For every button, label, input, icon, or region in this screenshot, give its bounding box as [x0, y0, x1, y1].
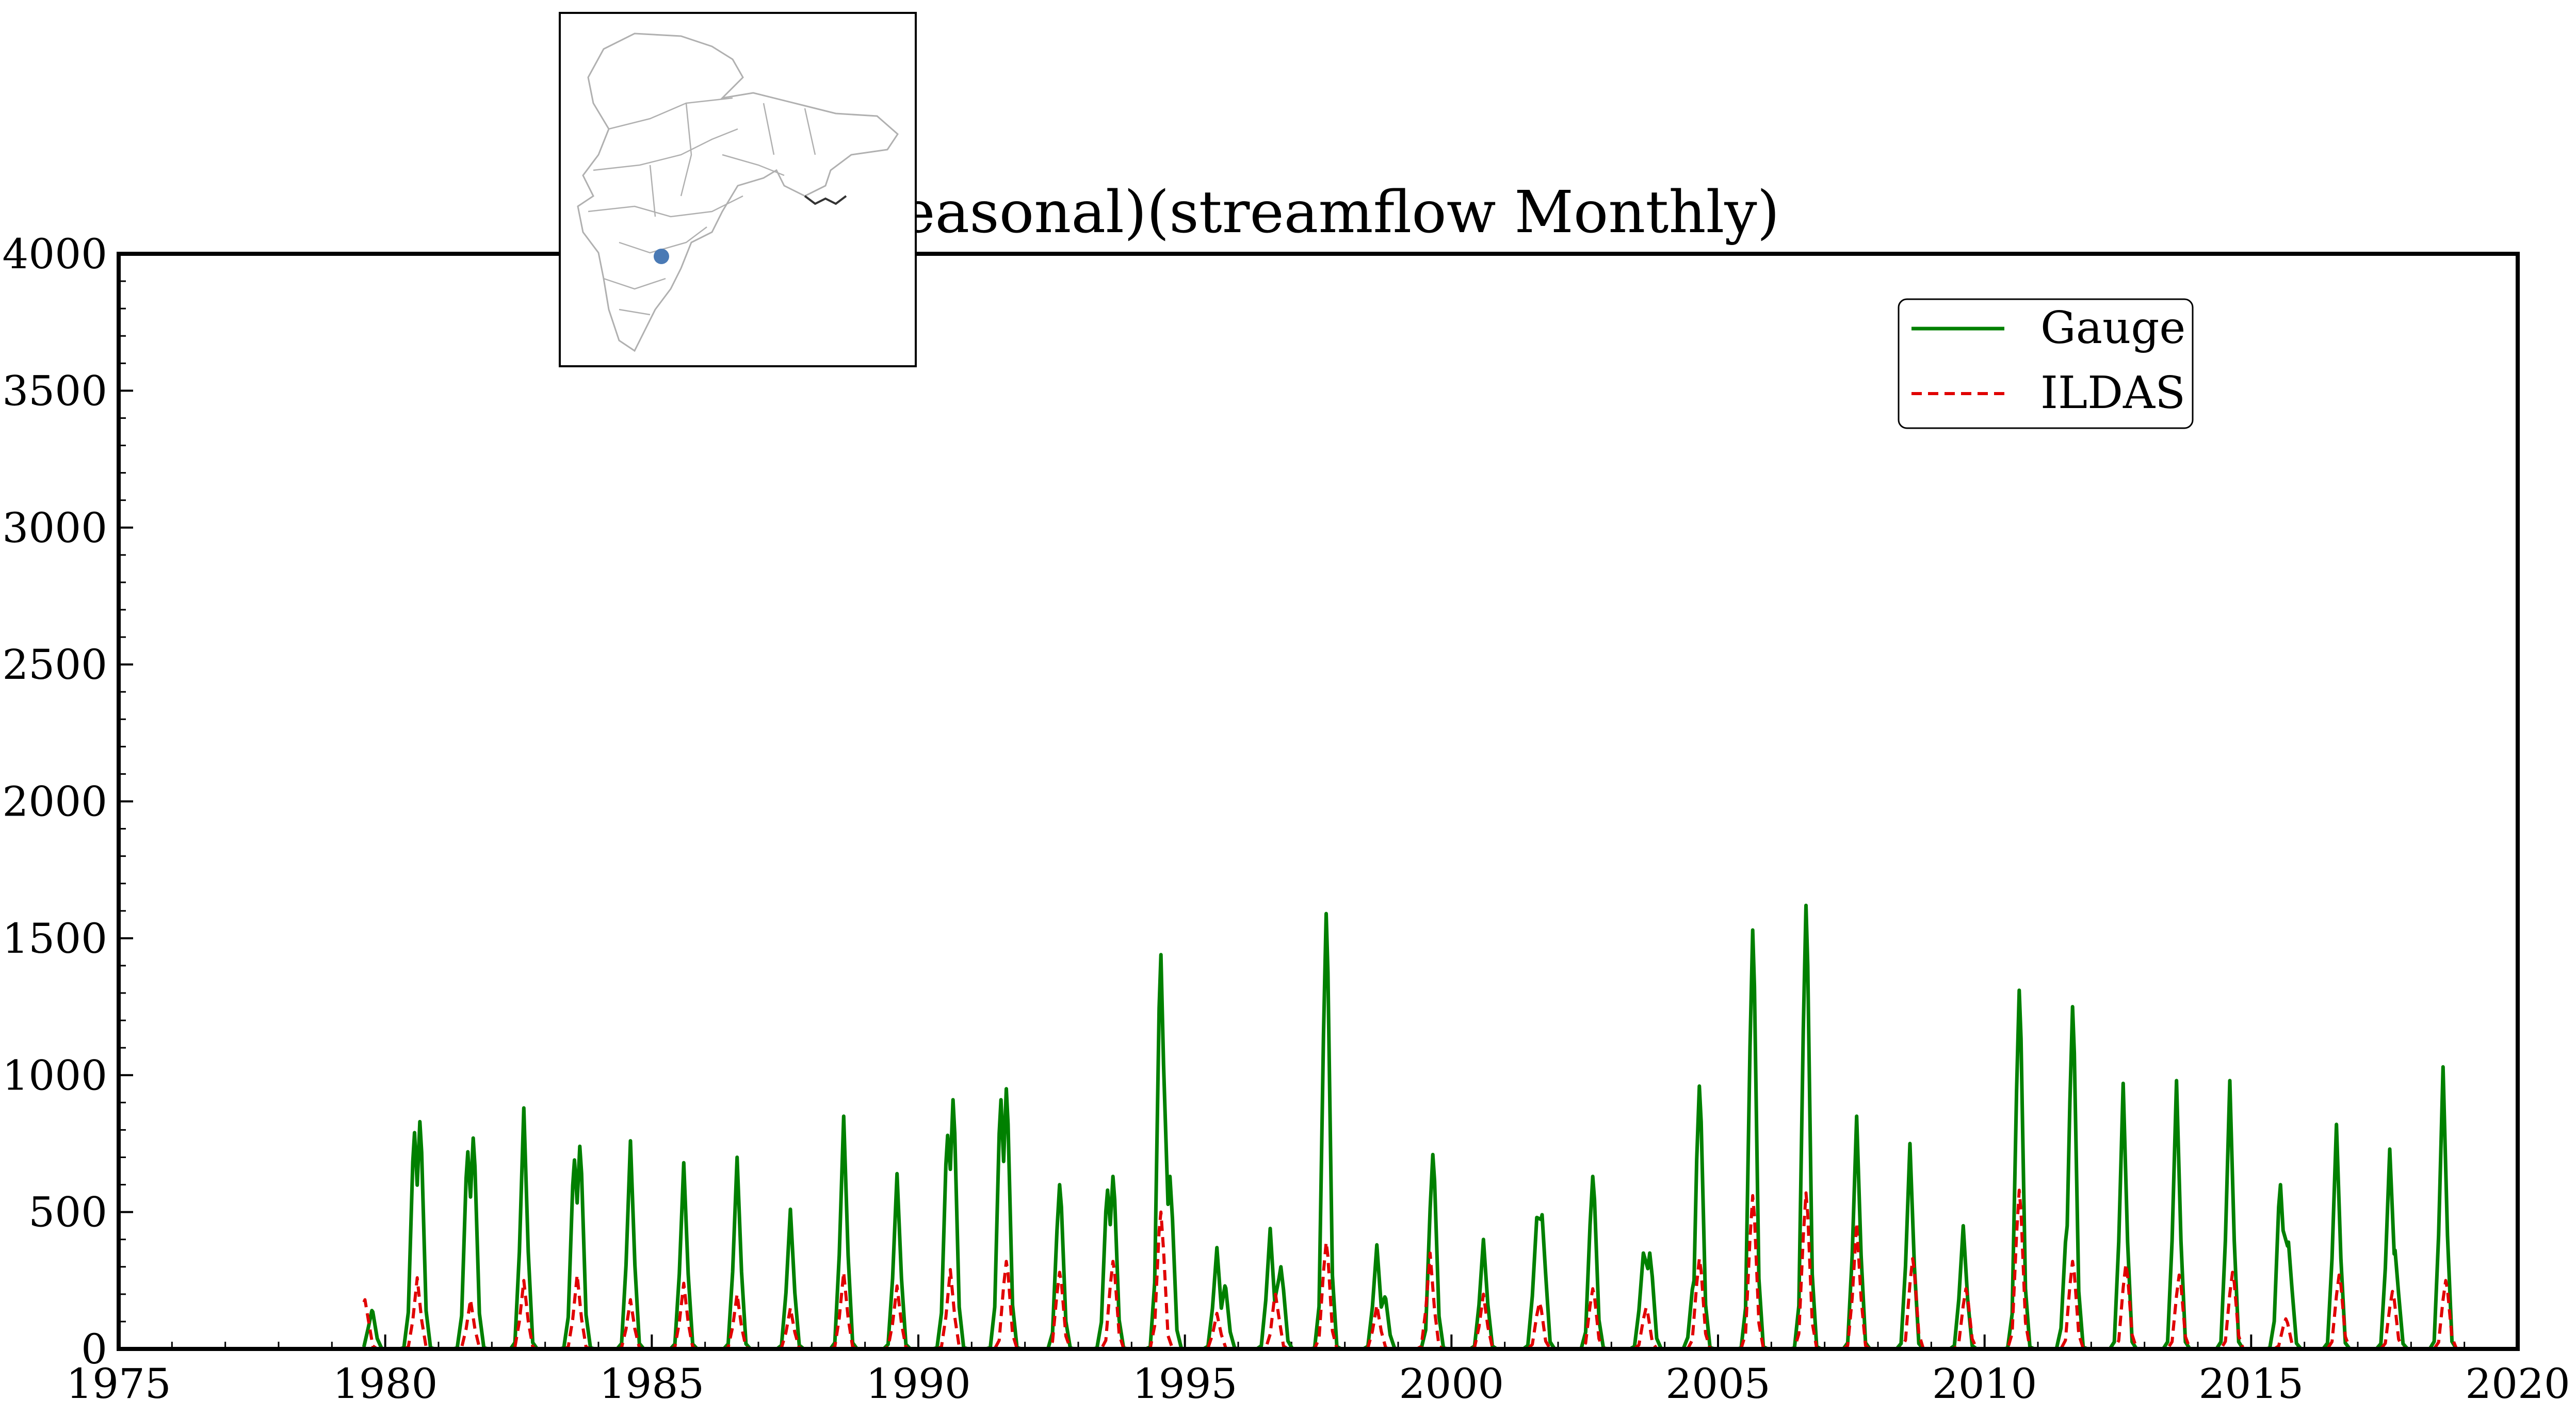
x-tick-label: 1990: [866, 1360, 971, 1408]
y-tick-label: 500: [28, 1189, 107, 1236]
x-tick-label: 2010: [1932, 1360, 2037, 1408]
y-tick-label: 1000: [2, 1051, 107, 1099]
x-tick-label: 1995: [1132, 1360, 1238, 1408]
x-tick-label: 2000: [1399, 1360, 1504, 1408]
x-tick-label: 1985: [600, 1360, 705, 1408]
y-tick-label: 4000: [2, 230, 107, 278]
y-tick-label: 1500: [2, 915, 107, 963]
gauge-location-marker: [654, 249, 669, 264]
y-tick-label: 0: [81, 1325, 107, 1373]
x-tick-label: 2020: [2465, 1360, 2570, 1408]
x-tick-label: 2015: [2199, 1360, 2304, 1408]
inset-map: [559, 12, 917, 367]
legend-box: [1898, 298, 2194, 429]
axis-ticks: 1975 1980 1985 1990 1995 2000 2005 2010 2015 2020…: [2, 230, 2570, 1408]
inset-map-coastline: [804, 195, 847, 205]
y-tick-label: 2500: [2, 641, 107, 689]
inset-map-frame: [559, 12, 917, 367]
inset-map-internal-borders: [588, 97, 816, 316]
plot-area-frame: [117, 252, 2520, 1351]
inset-map-country-outline: [577, 32, 899, 352]
legend-label-gauge: Gauge: [2040, 302, 2185, 354]
y-tick-label: 2000: [2, 778, 107, 826]
x-tick-label: 2005: [1665, 1360, 1771, 1408]
y-tick-label: 3500: [2, 367, 107, 415]
x-tick-label: 1980: [333, 1360, 438, 1408]
y-tick-label: 3000: [2, 504, 107, 552]
legend-label-ildas: ILDAS: [2040, 367, 2185, 419]
legend: Gauge ILDAS: [1898, 298, 2194, 429]
x-tick-label: 1975: [66, 1360, 171, 1408]
